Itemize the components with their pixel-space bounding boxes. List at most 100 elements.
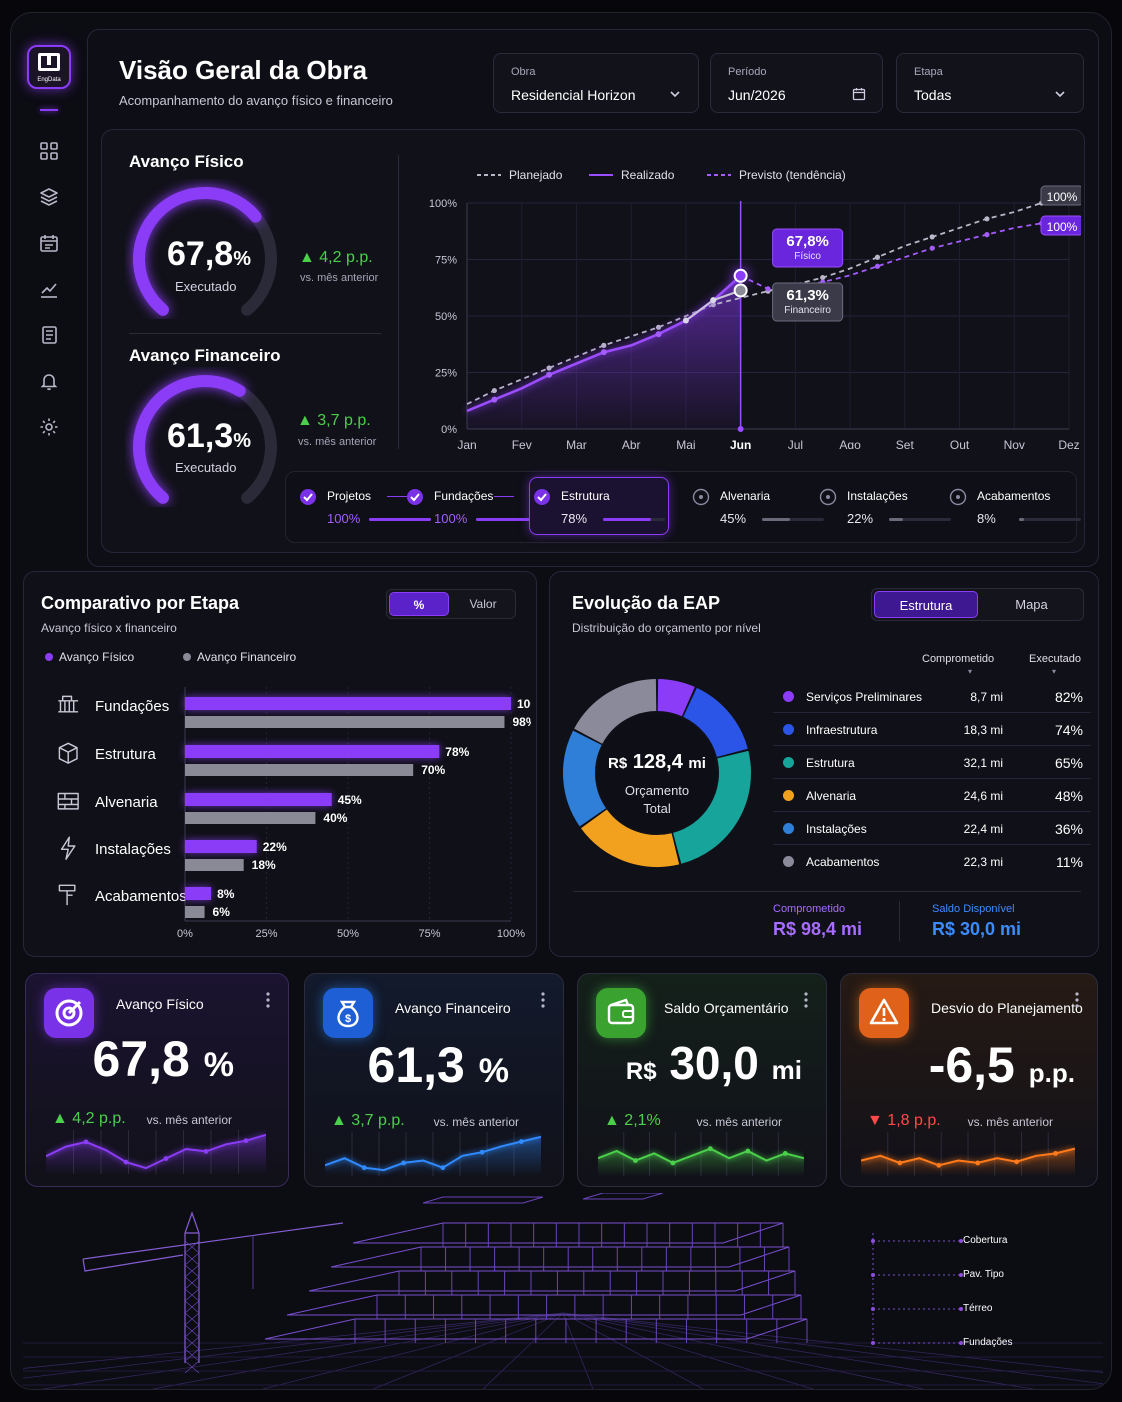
kpi-sparkline xyxy=(46,1130,266,1174)
donut-slice xyxy=(580,808,680,867)
kpi-sparkline xyxy=(325,1132,541,1176)
kpi-card[interactable]: Desvio do Planejamento -6,5 p.p. ▼ 1,8 p.p… xyxy=(840,973,1098,1187)
eap-item-committed: 22,3 mi xyxy=(963,855,1003,869)
more-vertical-icon[interactable] xyxy=(266,992,270,1008)
sort-icon: ▾ xyxy=(968,667,973,676)
physical-progress-title: Avanço Físico xyxy=(129,152,244,171)
physical-bar xyxy=(185,697,511,710)
toggle-percent[interactable]: % xyxy=(389,592,449,616)
financial-bar xyxy=(185,716,505,728)
kpi-value: 61,3 % xyxy=(367,1037,509,1093)
calendar-list-icon[interactable] xyxy=(39,233,59,253)
stage-progress-fill xyxy=(762,518,790,521)
wallet-icon xyxy=(596,988,646,1038)
eap-table-row[interactable]: Infraestrutura 18,3 mi 74% xyxy=(773,713,1091,746)
kpi-card[interactable]: $ Avanço Financeiro 61,3 % ▲ 3,7 p.p. vs. mê… xyxy=(304,973,564,1187)
more-vertical-icon[interactable] xyxy=(541,992,545,1008)
obra-select[interactable]: Obra Residencial Horizon xyxy=(493,53,699,113)
stage-active-frame[interactable] xyxy=(529,477,669,535)
x-tick-label: Ago xyxy=(839,438,861,449)
eap-item-name: Acabamentos xyxy=(806,855,880,869)
line-legend-item: Realizado xyxy=(589,168,675,182)
stage-name-1[interactable]: Fundações xyxy=(434,489,493,503)
document-icon[interactable] xyxy=(39,325,59,345)
forecast-point xyxy=(874,263,881,269)
line-legend-item: Planejado xyxy=(477,168,563,182)
stage-name: Acabamentos xyxy=(977,489,1051,503)
planned-point xyxy=(546,365,552,371)
trend-line-icon[interactable] xyxy=(39,279,59,299)
eap-item-name: Serviços Preliminares xyxy=(806,690,923,704)
eap-item-committed: 32,1 mi xyxy=(963,756,1003,770)
obra-value: Residencial Horizon xyxy=(511,87,636,103)
eap-table-row[interactable]: Instalações 22,4 mi 36% xyxy=(773,812,1091,845)
eap-item-name: Estrutura xyxy=(806,756,855,770)
stage-name-5[interactable]: Acabamentos xyxy=(977,489,1050,503)
eap-item-committed: 22,4 mi xyxy=(963,822,1003,836)
kpi-vs-label: vs. mês anterior xyxy=(433,1115,519,1129)
stage-name-3[interactable]: Alvenaria xyxy=(720,489,770,503)
financial-point xyxy=(682,317,689,324)
kpi-value: 67,8 % xyxy=(92,1031,234,1087)
toggle-structure[interactable]: Estrutura xyxy=(874,591,978,618)
donut-slice xyxy=(672,750,751,864)
unit-toggle: % Valor xyxy=(386,589,516,619)
pending-circle-icon xyxy=(949,488,967,506)
kpi-card[interactable]: Saldo Orçamentário R$ 30,0 mi ▲ 2,1% vs. mê… xyxy=(577,973,827,1187)
stage-percent: 100% xyxy=(327,511,361,526)
financial-progress-title: Avanço Financeiro xyxy=(129,346,281,365)
gear-icon[interactable] xyxy=(39,417,59,437)
stage-connector xyxy=(387,496,407,497)
stage-name-2[interactable]: Estrutura xyxy=(561,489,610,503)
more-vertical-icon[interactable] xyxy=(1075,992,1079,1008)
stage-comparison-bar-chart: 0% 25% 50% 75% 100% Fundações 100% 98% Estrutura… xyxy=(57,687,531,940)
stage-name-0[interactable]: Projetos xyxy=(327,489,371,503)
layers-icon[interactable] xyxy=(39,187,59,207)
lightning-icon xyxy=(60,836,76,860)
physical-bar-label: 8% xyxy=(217,887,235,901)
kpi-vs-label: vs. mês anterior xyxy=(146,1113,232,1127)
stage-name-4[interactable]: Instalações xyxy=(847,489,908,503)
bell-icon[interactable] xyxy=(39,371,59,391)
financial-bar-label: 6% xyxy=(213,905,231,919)
periodo-select[interactable]: Período Jun/2026 xyxy=(710,53,883,113)
svg-text:Previsto (tendência): Previsto (tendência) xyxy=(739,168,846,182)
kpi-card[interactable]: Avanço Físico 67,8 % ▲ 4,2 p.p. vs. mês ant… xyxy=(25,973,289,1187)
donut-slice xyxy=(657,679,695,717)
svg-text:Físico: Físico xyxy=(794,251,821,262)
x-tick-label: Dez xyxy=(1058,438,1079,449)
grid-icon[interactable] xyxy=(39,141,59,161)
x-tick-label: Mai xyxy=(676,438,695,449)
app-logo[interactable]: EngData xyxy=(27,45,71,89)
category-label: Alvenaria xyxy=(95,794,158,811)
column-executed[interactable]: Executado xyxy=(1029,653,1081,665)
toggle-value[interactable]: Valor xyxy=(469,597,497,611)
stage-name: Estrutura xyxy=(561,489,610,503)
building-level-label: Fundações xyxy=(963,1337,1013,1348)
planned-point xyxy=(984,216,990,222)
legend-dot xyxy=(783,856,794,867)
more-vertical-icon[interactable] xyxy=(804,992,808,1008)
eap-table-row[interactable]: Serviços Preliminares 8,7 mi 82% xyxy=(773,680,1091,713)
y-tick-label: 100% xyxy=(429,198,457,210)
x-tick-label: Fev xyxy=(512,438,532,449)
eap-table-row[interactable]: Estrutura 32,1 mi 65% xyxy=(773,746,1091,779)
etapa-select[interactable]: Etapa Todas xyxy=(896,53,1084,113)
eap-table-row[interactable]: Acabamentos 22,3 mi 11% xyxy=(773,845,1091,878)
donut-center-label-1: Orçamento xyxy=(624,783,690,798)
column-committed[interactable]: Comprometido xyxy=(922,653,995,665)
up-arrow-icon: ▲ xyxy=(299,249,320,266)
eap-table-row[interactable]: Alvenaria 24,6 mi 48% xyxy=(773,779,1091,812)
physical-gauge xyxy=(133,187,277,316)
donut-center-label-2: Total xyxy=(643,801,671,816)
budget-donut-chart xyxy=(563,679,751,867)
money-bag-icon: $ xyxy=(323,988,373,1038)
physical-gauge-label: Executado xyxy=(175,279,237,294)
kpi-sparkline xyxy=(861,1132,1075,1176)
stage-percent: 100% xyxy=(434,511,468,526)
donut-center-value: R$ 128,4 mi xyxy=(608,751,706,773)
svg-text:67,8%: 67,8% xyxy=(786,233,829,250)
physical-change: ▲ 4,2 p.p. xyxy=(299,249,373,266)
toggle-map[interactable]: Mapa xyxy=(1015,597,1048,612)
physical-bar-label: 78% xyxy=(445,745,469,759)
